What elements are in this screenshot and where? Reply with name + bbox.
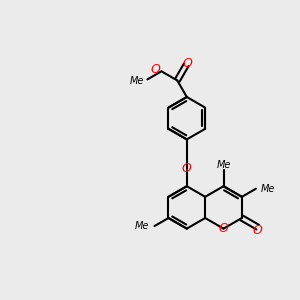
Text: Me: Me (130, 76, 145, 86)
Text: Me: Me (135, 221, 149, 231)
Text: O: O (253, 224, 262, 238)
Text: Me: Me (261, 184, 276, 194)
Text: Me: Me (216, 160, 231, 170)
Text: O: O (182, 162, 192, 175)
Text: O: O (183, 57, 193, 70)
Text: O: O (150, 63, 160, 76)
Text: O: O (219, 222, 229, 235)
